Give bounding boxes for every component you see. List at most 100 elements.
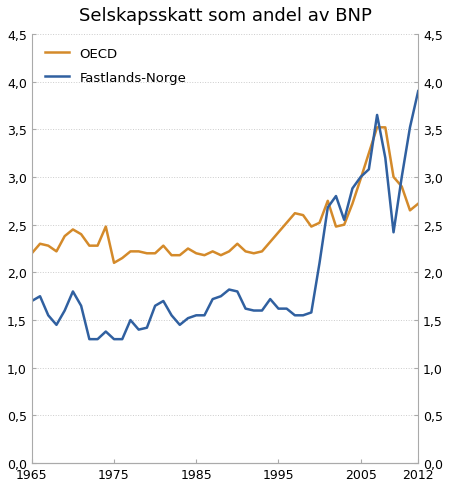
OECD xyxy=(87,243,92,249)
OECD xyxy=(259,249,265,255)
Fastlands-Norge xyxy=(218,294,224,300)
Fastlands-Norge xyxy=(267,297,273,303)
Fastlands-Norge xyxy=(194,313,199,319)
Fastlands-Norge xyxy=(366,167,372,173)
OECD xyxy=(407,208,413,214)
OECD xyxy=(210,249,216,255)
Fastlands-Norge xyxy=(153,303,158,309)
OECD xyxy=(301,213,306,219)
Fastlands-Norge xyxy=(62,308,68,314)
OECD xyxy=(120,256,125,262)
Fastlands-Norge xyxy=(301,313,306,319)
Fastlands-Norge xyxy=(128,318,133,324)
OECD xyxy=(309,224,314,230)
OECD xyxy=(144,251,149,257)
OECD xyxy=(37,241,43,247)
Fastlands-Norge xyxy=(399,175,405,181)
Fastlands-Norge xyxy=(202,313,207,319)
Fastlands-Norge xyxy=(259,308,265,314)
OECD xyxy=(251,251,256,257)
OECD xyxy=(194,251,199,257)
Fastlands-Norge xyxy=(391,230,396,236)
OECD xyxy=(284,221,289,226)
OECD xyxy=(78,232,84,238)
Fastlands-Norge xyxy=(333,194,339,200)
Fastlands-Norge xyxy=(169,313,174,319)
OECD xyxy=(202,253,207,259)
OECD xyxy=(243,249,248,255)
OECD xyxy=(350,202,355,207)
Fastlands-Norge xyxy=(342,218,347,224)
OECD xyxy=(103,224,108,230)
OECD xyxy=(234,241,240,247)
Fastlands-Norge xyxy=(276,306,281,312)
Fastlands-Norge xyxy=(161,299,166,305)
Fastlands-Norge xyxy=(358,175,363,181)
Fastlands-Norge xyxy=(415,89,421,95)
OECD xyxy=(111,261,117,266)
Fastlands-Norge xyxy=(382,156,388,162)
Fastlands-Norge xyxy=(292,313,297,319)
OECD xyxy=(95,243,100,249)
OECD xyxy=(153,251,158,257)
Fastlands-Norge xyxy=(309,310,314,316)
Legend: OECD, Fastlands-Norge: OECD, Fastlands-Norge xyxy=(38,41,193,92)
Fastlands-Norge xyxy=(325,205,330,211)
Fastlands-Norge xyxy=(407,125,413,131)
OECD xyxy=(62,234,68,240)
Fastlands-Norge xyxy=(70,289,76,295)
OECD xyxy=(382,125,388,131)
OECD xyxy=(226,249,232,255)
OECD xyxy=(128,249,133,255)
Fastlands-Norge xyxy=(317,261,322,266)
OECD xyxy=(342,222,347,228)
OECD xyxy=(136,249,141,255)
Fastlands-Norge xyxy=(45,313,51,319)
OECD xyxy=(161,243,166,249)
Fastlands-Norge xyxy=(78,303,84,309)
Title: Selskapsskatt som andel av BNP: Selskapsskatt som andel av BNP xyxy=(79,7,371,25)
OECD xyxy=(325,199,330,204)
Fastlands-Norge xyxy=(210,297,216,303)
Fastlands-Norge xyxy=(284,306,289,312)
OECD xyxy=(70,227,76,233)
Fastlands-Norge xyxy=(243,306,248,312)
OECD xyxy=(415,202,421,207)
OECD xyxy=(399,184,405,190)
OECD xyxy=(177,253,183,259)
OECD xyxy=(366,151,372,157)
Fastlands-Norge xyxy=(185,316,191,322)
Fastlands-Norge xyxy=(144,325,149,331)
OECD xyxy=(185,246,191,252)
OECD xyxy=(317,221,322,226)
Line: Fastlands-Norge: Fastlands-Norge xyxy=(32,92,418,340)
Fastlands-Norge xyxy=(374,113,380,119)
Fastlands-Norge xyxy=(37,294,43,300)
Fastlands-Norge xyxy=(350,186,355,192)
OECD xyxy=(358,177,363,183)
Fastlands-Norge xyxy=(54,322,59,328)
Fastlands-Norge xyxy=(177,322,183,328)
OECD xyxy=(292,211,297,217)
Fastlands-Norge xyxy=(136,327,141,333)
Fastlands-Norge xyxy=(87,337,92,343)
Fastlands-Norge xyxy=(251,308,256,314)
Fastlands-Norge xyxy=(95,337,100,343)
OECD xyxy=(276,230,281,236)
OECD xyxy=(374,125,380,131)
Fastlands-Norge xyxy=(29,299,35,305)
OECD xyxy=(391,175,396,181)
OECD xyxy=(45,243,51,249)
Fastlands-Norge xyxy=(234,289,240,295)
Fastlands-Norge xyxy=(120,337,125,343)
OECD xyxy=(218,253,224,259)
OECD xyxy=(169,253,174,259)
Fastlands-Norge xyxy=(111,337,117,343)
Line: OECD: OECD xyxy=(32,128,418,264)
OECD xyxy=(333,224,339,230)
OECD xyxy=(29,251,35,257)
Fastlands-Norge xyxy=(226,287,232,293)
OECD xyxy=(267,240,273,245)
Fastlands-Norge xyxy=(103,329,108,335)
OECD xyxy=(54,249,59,255)
